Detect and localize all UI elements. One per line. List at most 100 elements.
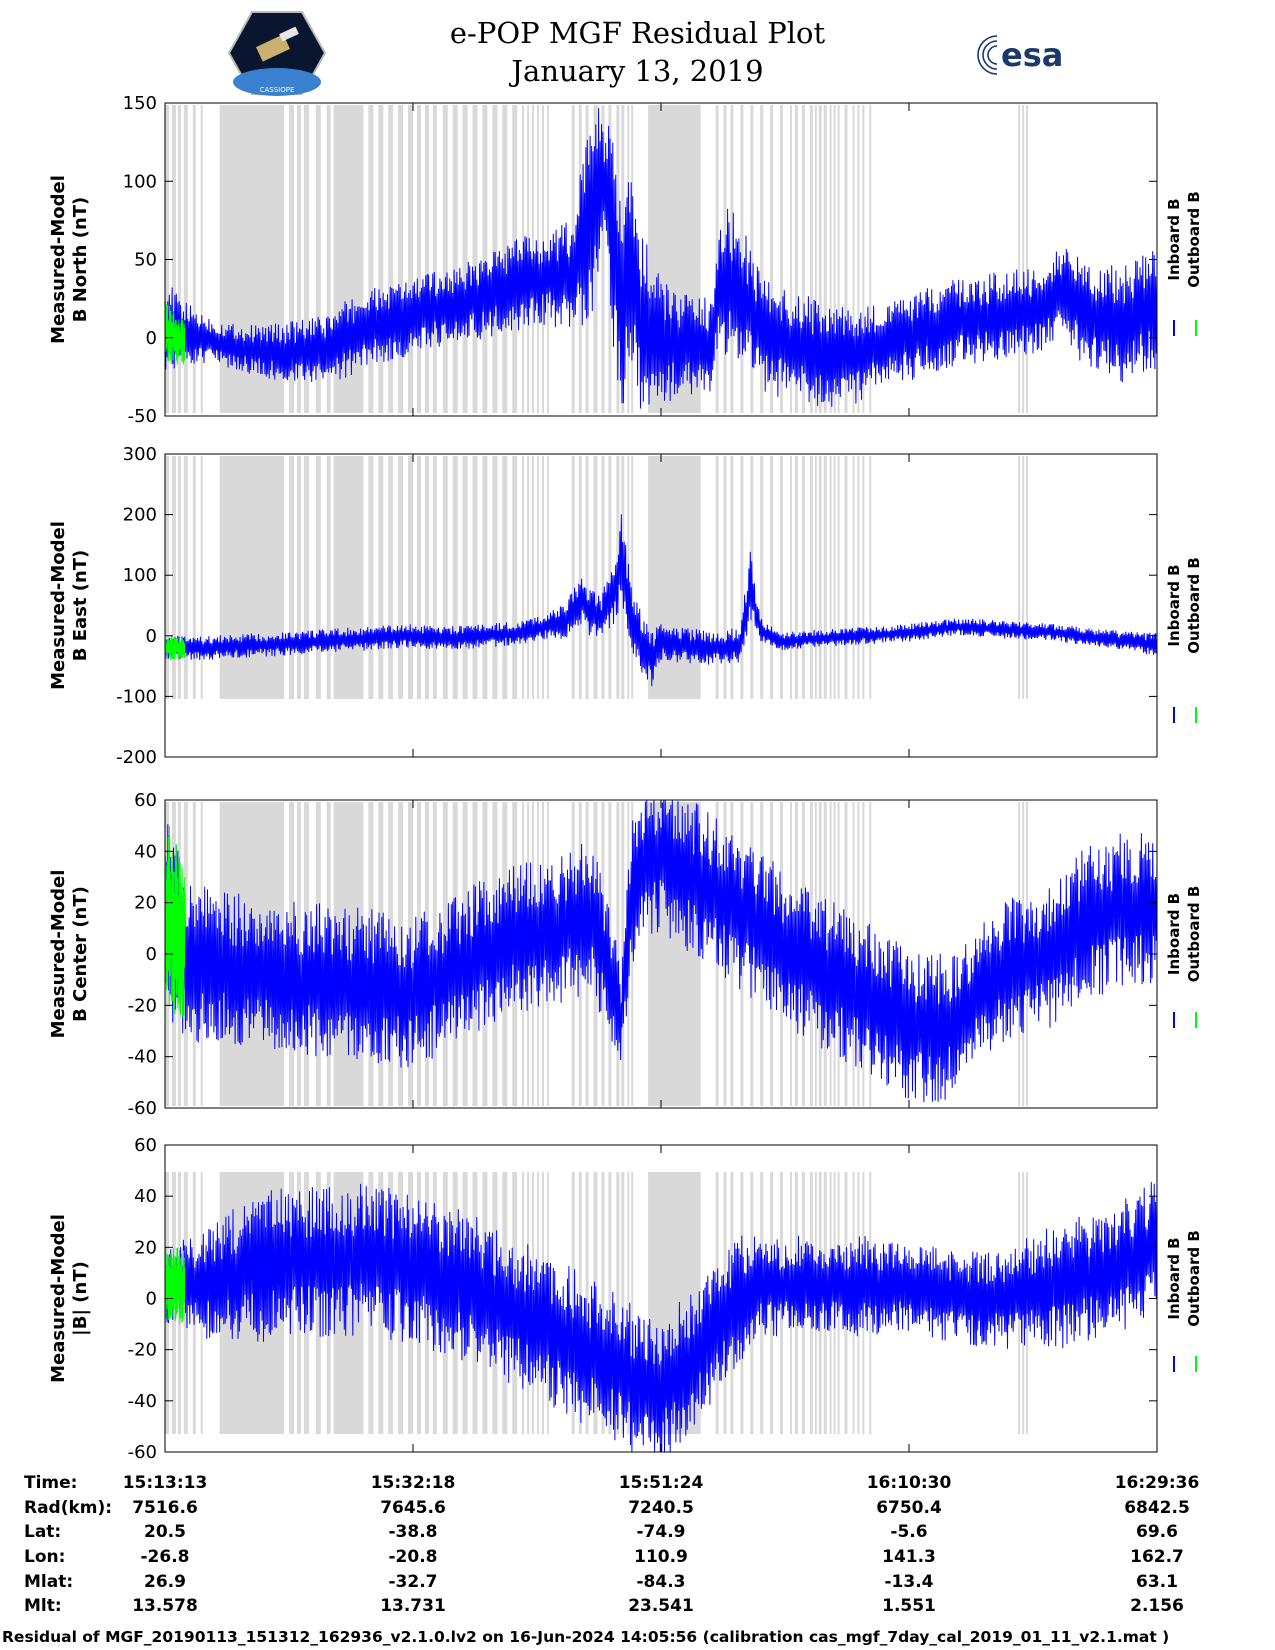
data-gap-shade [578, 802, 582, 1106]
data-gap-shade [593, 456, 598, 699]
y-tick-label: 0 [146, 944, 157, 965]
info-row-label: Mlt: [24, 1596, 62, 1616]
info-cell: 15:13:13 [123, 1473, 208, 1493]
data-gap-shade [608, 105, 612, 413]
data-gap-shade [171, 105, 176, 413]
data-gap-shade [388, 105, 394, 413]
data-gap-shade [585, 456, 589, 699]
info-row-label: Time: [24, 1473, 77, 1493]
y-axis-label-line: Measured-Model [48, 1214, 69, 1383]
y-tick-label: 20 [134, 893, 157, 914]
data-gap-shade [593, 105, 598, 413]
y-axis-label-line: B Center (nT) [70, 886, 91, 1022]
data-gap-shade [601, 456, 605, 699]
data-gap-shade [315, 456, 321, 699]
data-gap-shade [862, 105, 865, 413]
data-gap-shade [857, 105, 860, 413]
y-tick-label: -20 [128, 995, 157, 1016]
y-axis-label: Measured-ModelB North (nT) [48, 175, 91, 344]
data-gap-shade [532, 456, 534, 699]
data-gap-shade [621, 1172, 625, 1434]
data-gap-shade [601, 105, 605, 413]
y-tick-label: 60 [134, 1135, 157, 1156]
data-gap-shade [608, 1172, 612, 1434]
panel-1: 150 100 50 0 -50 Measured-ModelB North (nT) In… [48, 93, 1203, 427]
data-gap-shade [616, 1172, 620, 1434]
legend-label: Outboard B [1185, 886, 1203, 983]
data-gap-shade [472, 456, 478, 699]
data-gap-shade [801, 105, 805, 413]
data-gap-shade [578, 456, 582, 699]
y-axis-label-line: Measured-Model [48, 175, 69, 344]
data-gap-shade [424, 105, 429, 413]
data-gap-shade [1018, 456, 1021, 699]
data-gap-shade [631, 1172, 634, 1434]
data-gap-shade [750, 802, 754, 1106]
y-tick-label: 40 [134, 1186, 157, 1207]
data-gap-shade [631, 802, 634, 1106]
data-gap-shade [378, 1172, 384, 1434]
y-tick-label: 20 [134, 1237, 157, 1258]
series-inboard [164, 514, 1158, 687]
y-tick-label: -60 [128, 1442, 157, 1463]
data-gap-shade [740, 105, 744, 413]
panel-2: 300 200 100 0 -100 -200 Measured-ModelB East (… [48, 444, 1203, 768]
info-cell: -38.8 [389, 1522, 438, 1542]
info-cell: 6842.5 [1124, 1498, 1190, 1518]
legend-label: Outboard B [1185, 557, 1203, 654]
data-gap-shade [852, 105, 855, 413]
data-gap-shade [844, 456, 848, 699]
data-gap-shade [818, 456, 822, 699]
info-cell: 16:29:36 [1115, 1473, 1200, 1493]
panel-3: 60 40 20 0 -20 -40 -60 Measured-ModelB Center (… [48, 790, 1203, 1119]
data-gap-shade [857, 802, 860, 1106]
series-outboard [164, 301, 186, 365]
info-row-label: Lat: [24, 1522, 61, 1542]
y-tick-label: 50 [134, 250, 157, 271]
data-gap-shade [398, 802, 404, 1106]
data-gap-shade [1022, 456, 1025, 699]
data-gap-shade [492, 456, 498, 699]
info-cell: 13.578 [132, 1596, 198, 1616]
data-gap-shade [740, 802, 744, 1106]
series-outboard [164, 1247, 186, 1324]
data-gap-shade [1022, 105, 1025, 413]
data-gap-shade [537, 456, 539, 699]
data-gap-shade [837, 456, 840, 699]
data-gap-shade [378, 456, 384, 699]
data-gap-shade [171, 456, 176, 699]
legend-label: Inboard B [1165, 564, 1183, 646]
data-gap-shade [869, 105, 872, 413]
series-inboard [164, 1179, 1158, 1453]
info-cell: 69.6 [1136, 1522, 1178, 1542]
y-axis-label-line: B North (nT) [70, 197, 91, 323]
data-gap-shade [398, 105, 404, 413]
info-cell: 26.9 [144, 1572, 186, 1592]
data-gap-shade [296, 456, 301, 699]
data-gap-shade [315, 105, 321, 413]
data-gap-shade [502, 456, 508, 699]
data-gap-shade [844, 105, 848, 413]
y-axis-label: Measured-ModelB East (nT) [48, 521, 91, 690]
info-cell: 6750.4 [876, 1498, 942, 1518]
data-gap-shade [432, 456, 437, 699]
data-gap-shade [192, 456, 196, 699]
orbit-info-table: Time: Rad(km): Lat: Lon: Mlat: Mlt: 15:13:13 75… [24, 1473, 1199, 1616]
data-gap-shade [177, 456, 181, 699]
info-cell: 2.156 [1130, 1596, 1184, 1616]
y-tick-label: 0 [146, 1289, 157, 1310]
data-gap-shade [740, 456, 744, 699]
data-gap-shade [219, 456, 285, 699]
cassiope-logo: CASSIOPE [227, 10, 327, 100]
data-gap-shade [482, 456, 488, 699]
data-gap-shade [837, 105, 840, 413]
data-gap-shade [730, 456, 734, 699]
esa-logo-text: esa [1001, 36, 1063, 74]
y-tick-label: 150 [123, 93, 157, 114]
y-axis-label-line: B East (nT) [70, 550, 91, 662]
info-cell: 7240.5 [628, 1498, 694, 1518]
data-gap-shade [790, 456, 792, 699]
data-gap-shade [417, 456, 421, 699]
data-gap-shade [177, 105, 181, 413]
cassiope-logo-caption: CASSIOPE [260, 86, 295, 94]
